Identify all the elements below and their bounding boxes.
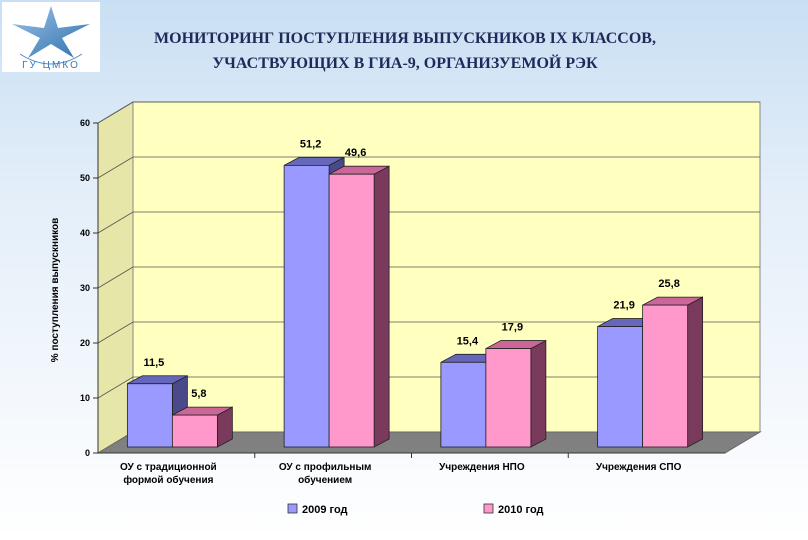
x-tick-label: ОУ с профильным (279, 461, 372, 473)
logo-star-icon: ГУ ЦМКО (12, 6, 90, 71)
legend-label: 2009 год (302, 504, 348, 516)
data-label: 11,5 (143, 357, 164, 369)
y-tick-label: 10 (80, 393, 90, 403)
bar (171, 414, 218, 448)
bar-side (530, 339, 547, 448)
legend-label: 2010 год (498, 504, 544, 516)
data-label: 21,9 (613, 300, 634, 312)
gridline (97, 211, 760, 234)
data-label: 51,2 (300, 138, 321, 150)
y-axis-label: % поступления выпускников (50, 218, 61, 363)
bar-side (687, 296, 704, 448)
y-tick-label: 60 (80, 118, 90, 128)
bar (126, 383, 173, 448)
gridline (97, 101, 760, 124)
bar (440, 361, 487, 448)
x-tick-label: обучением (298, 474, 352, 486)
data-label: 25,8 (658, 278, 679, 290)
bar (597, 326, 644, 448)
gridline (97, 321, 760, 344)
bar (283, 164, 330, 448)
x-tick-label: Учреждения СПО (596, 462, 682, 473)
x-tick-label: ОУ с традиционной (120, 462, 217, 473)
x-tick-label: Учреждения НПО (439, 462, 525, 473)
data-label: 17,9 (502, 322, 523, 334)
y-tick-label: 50 (80, 173, 90, 183)
gridline (97, 266, 760, 289)
x-tick-label: формой обучения (123, 474, 213, 486)
svg-text:ГУ ЦМКО: ГУ ЦМКО (22, 60, 80, 71)
bar (485, 348, 532, 448)
page-title: МОНИТОРИНГ ПОСТУПЛЕНИЯ ВЫПУСКНИКОВ IX КЛ… (110, 26, 700, 76)
bar (328, 173, 375, 448)
y-tick-label: 30 (80, 283, 90, 293)
y-tick-label: 0 (85, 448, 90, 458)
legend-swatch (287, 503, 298, 514)
data-label: 15,4 (457, 335, 479, 347)
y-tick-label: 40 (80, 228, 90, 238)
data-label: 5,8 (191, 388, 206, 400)
title-line-1: МОНИТОРИНГ ПОСТУПЛЕНИЯ ВЫПУСКНИКОВ IX КЛ… (154, 30, 656, 47)
gridline (97, 376, 760, 399)
legend-swatch (483, 503, 494, 514)
y-tick-label: 20 (80, 338, 90, 348)
bar (642, 304, 689, 448)
title-line-2: УЧАСТВУЮЩИХ В ГИА-9, ОРГАНИЗУЕМОЙ РЭК (212, 55, 598, 72)
gridline (97, 156, 760, 179)
data-label: 49,6 (345, 147, 366, 159)
logo: ГУ ЦМКО (2, 2, 100, 72)
bar-side (373, 165, 390, 448)
